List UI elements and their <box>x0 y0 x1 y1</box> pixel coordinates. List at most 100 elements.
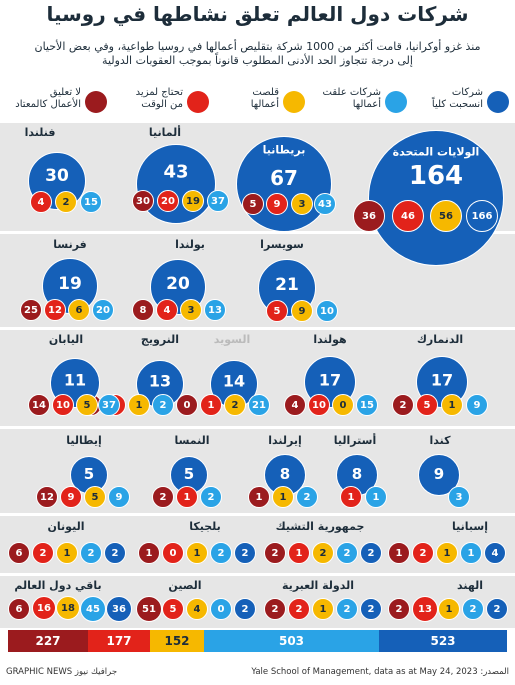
dot-digging-in: 0 <box>176 394 198 416</box>
country-name-canada: كندا <box>429 434 451 447</box>
country-name-spain: إسبانيا <box>452 520 488 533</box>
total-ireland: 8 <box>279 465 291 483</box>
dot-buying-time: 20 <box>157 190 179 212</box>
total-japan: 11 <box>63 370 87 390</box>
dot-buying-time: 2 <box>32 542 54 564</box>
legend-dot-scaled-back <box>283 91 305 113</box>
total-germany: 43 <box>163 161 189 183</box>
total-bar-digging-in: 227 <box>8 630 88 652</box>
dot-scaled-back: 1 <box>56 542 78 564</box>
dot-digging-in: 4 <box>284 394 306 416</box>
total-norway: 13 <box>148 371 172 391</box>
country-name-italy: إيطاليا <box>66 434 102 447</box>
total-switzerland: 21 <box>275 275 299 295</box>
dot-suspended: 2 <box>462 598 484 620</box>
total-bar-scaled-back: 152 <box>150 630 204 652</box>
dot-buying-time: 1 <box>288 542 310 564</box>
country-name-austria: النمسا <box>174 434 210 447</box>
dot-scaled-back: 1 <box>438 598 460 620</box>
dot-suspended: 9 <box>466 394 488 416</box>
dot-buying-time: 9 <box>266 193 288 215</box>
total-netherlands: 17 <box>318 370 342 390</box>
dot-buying-time: 1 <box>176 486 198 508</box>
country-name-usa: الولايات المتحدة <box>392 145 480 159</box>
dot-suspended: 2 <box>336 598 358 620</box>
dot-digging-in: 2 <box>152 486 174 508</box>
dot-scaled-back: 1 <box>312 598 334 620</box>
dot-suspended: 0 <box>210 598 232 620</box>
dot-buying-time: 16 <box>32 596 56 620</box>
legend-label: تحتاج لمزيد من الوقت <box>135 87 183 110</box>
dot-buying-time: 5 <box>266 300 288 322</box>
dot-scaled-back: 1 <box>436 542 458 564</box>
legend-item-withdrawn: شركات انسحبت كلياً <box>413 86 511 120</box>
total-sweden: 14 <box>222 371 246 391</box>
total-bar-suspended: 503 <box>204 630 379 652</box>
dot-buying-time: 10 <box>52 394 74 416</box>
bubble-germany <box>136 144 216 224</box>
dot-digging-in: 1 <box>248 486 270 508</box>
dot-suspended: 2 <box>80 542 102 564</box>
dot-suspended: 37 <box>207 190 229 212</box>
dot-scaled-back: 2 <box>55 191 77 213</box>
dot-digging-in: 2 <box>264 598 286 620</box>
dot-digging-in: 8 <box>132 299 154 321</box>
legend-label: لا تعليق الأعمال كالمعتاد <box>15 87 81 110</box>
dot-scaled-back: 0 <box>332 394 354 416</box>
dot-digging-in: 1 <box>388 542 410 564</box>
dot-scaled-back: 4 <box>186 598 208 620</box>
dot-suspended: 45 <box>80 596 106 622</box>
legend-item-suspended: شركات علقت أعمالها <box>311 86 409 120</box>
country-name-france: فرنسا <box>53 238 87 251</box>
dot-buying-time: 2 <box>412 542 434 564</box>
dot-suspended: 37 <box>98 394 120 416</box>
dot-buying-time: 9 <box>60 486 82 508</box>
dot-scaled-back: 1 <box>272 486 294 508</box>
dot-digging-in: 30 <box>132 190 154 212</box>
dot-withdrawn: 36 <box>106 596 132 622</box>
subtitle-line: منذ غزو أوكرانيا، قامت أكثر من 1000 شركة… <box>34 40 481 53</box>
page-title: شركات دول العالم تعلق نشاطها في روسيا <box>46 2 469 26</box>
dot-suspended: 10 <box>316 300 338 322</box>
country-name-belgium: بلجيكا <box>189 520 221 533</box>
dot-scaled-back: 19 <box>182 190 204 212</box>
total-denmark: 17 <box>430 370 454 390</box>
country-name-czech: جمهورية التشيك <box>275 520 365 533</box>
dot-suspended: 2 <box>152 394 174 416</box>
dot-suspended: 9 <box>108 486 130 508</box>
dot-scaled-back: 5 <box>76 394 98 416</box>
legend-label: قلصت أعمالها <box>250 87 279 110</box>
dot-withdrawn: 166 <box>466 200 498 232</box>
country-name-china: الصين <box>168 579 202 592</box>
country-name-japan: اليابان <box>48 333 84 346</box>
total-usa: 164 <box>408 161 464 191</box>
legend: شركات انسحبت كلياً شركات علقت أعمالها قل… <box>4 86 511 120</box>
dot-withdrawn: 2 <box>360 542 382 564</box>
country-name-denmark: الدنمارك <box>416 333 464 346</box>
dot-suspended: 43 <box>314 193 336 215</box>
country-name-australia: أستراليا <box>333 434 377 447</box>
total-bar-withdrawn: 523 <box>379 630 507 652</box>
country-name-finland: فنلندا <box>24 126 56 139</box>
dot-digging-in: 2 <box>388 598 410 620</box>
dot-suspended: 13 <box>204 299 226 321</box>
dot-buying-time: 2 <box>288 598 310 620</box>
dot-buying-time: 10 <box>308 394 330 416</box>
dot-digging-in: 14 <box>28 394 50 416</box>
dot-buying-time: 13 <box>412 596 438 622</box>
legend-label: شركات انسحبت كلياً <box>431 87 483 110</box>
dot-withdrawn: 2 <box>234 598 256 620</box>
dot-buying-time: 5 <box>416 394 438 416</box>
dot-buying-time: 1 <box>340 486 362 508</box>
total-poland: 20 <box>166 274 190 294</box>
total-bar-buying-time: 177 <box>88 630 150 652</box>
total-italy: 5 <box>83 465 95 483</box>
country-name-poland: بولندا <box>175 238 205 251</box>
dot-suspended: 3 <box>448 486 470 508</box>
dot-scaled-back: 3 <box>291 193 313 215</box>
country-name-uk: بريطانيا <box>262 143 306 157</box>
total-finland: 30 <box>45 166 69 186</box>
subtitle: منذ غزو أوكرانيا، قامت أكثر من 1000 شركة… <box>6 40 509 68</box>
dot-digging-in: 51 <box>136 596 162 622</box>
dot-buying-time: 1 <box>200 394 222 416</box>
